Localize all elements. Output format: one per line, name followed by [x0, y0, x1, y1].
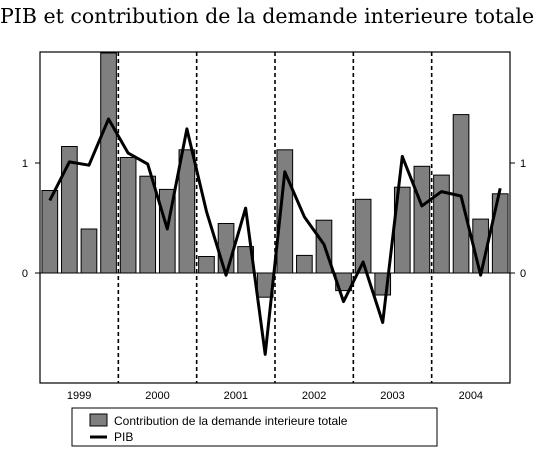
x-tick-label: 2004 [459, 390, 483, 402]
pib-line [48, 117, 502, 356]
legend-bar-swatch [89, 413, 108, 427]
bar [491, 193, 509, 274]
chart-title: PIB et contribution de la demande interi… [0, 4, 534, 28]
bar [41, 190, 59, 274]
bar [296, 254, 313, 274]
bar [61, 146, 78, 274]
bar [433, 174, 450, 274]
plot-frame [39, 51, 511, 384]
bar [139, 175, 157, 274]
legend-bar-label: Contribution de la demande interieure to… [114, 414, 348, 428]
bar [413, 165, 431, 274]
legend-box [71, 407, 438, 447]
y-tick-label-right: 0 [520, 268, 526, 280]
x-tick-label: 2002 [302, 390, 326, 402]
bar [80, 228, 98, 274]
x-tick-label: 1999 [67, 390, 91, 402]
legend-line-label: PIB [114, 430, 133, 444]
x-tick-label: 2003 [380, 390, 404, 402]
bar [100, 52, 117, 274]
y-tick-label-left: 0 [22, 268, 28, 280]
year-divider-group [117, 52, 433, 383]
bar [217, 223, 235, 274]
y-tick-label-left: 1 [22, 158, 28, 170]
bar [119, 157, 137, 274]
axis-tick-group: 1999 2000 2001 2002 2003 2004 0 0 1 1 [22, 158, 526, 402]
bar [198, 256, 215, 274]
x-tick-label: 2001 [224, 390, 248, 402]
x-tick-label: 2000 [145, 390, 169, 402]
legend: Contribution de la demande interieure to… [71, 407, 438, 447]
y-tick-label-right: 1 [520, 158, 526, 170]
bar [178, 149, 196, 274]
